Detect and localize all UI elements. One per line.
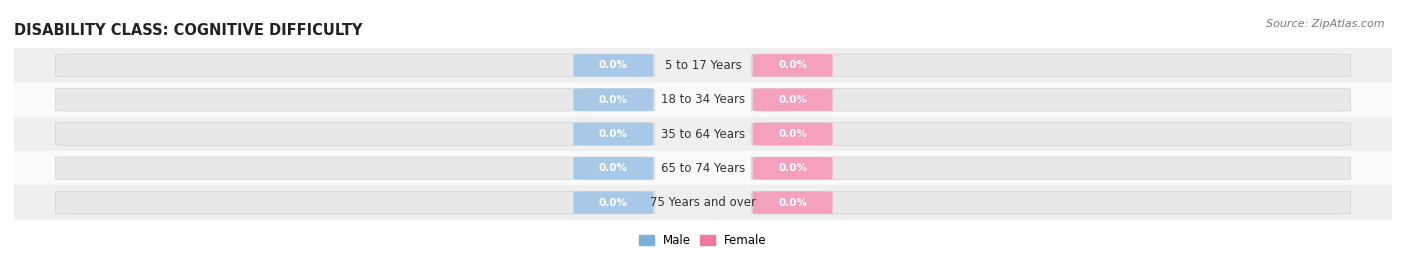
FancyBboxPatch shape [55, 123, 655, 145]
Bar [14, 48, 1392, 83]
Text: 65 to 74 Years: 65 to 74 Years [661, 162, 745, 175]
FancyBboxPatch shape [574, 88, 654, 111]
Text: 18 to 34 Years: 18 to 34 Years [661, 93, 745, 106]
Bar [14, 185, 1392, 220]
FancyBboxPatch shape [574, 123, 654, 145]
Text: 0.0%: 0.0% [778, 163, 807, 173]
FancyBboxPatch shape [751, 88, 1351, 111]
Text: 0.0%: 0.0% [778, 95, 807, 105]
Text: 0.0%: 0.0% [778, 60, 807, 70]
FancyBboxPatch shape [574, 157, 654, 180]
Bar [14, 83, 1392, 117]
FancyBboxPatch shape [751, 123, 1351, 145]
Text: 75 Years and over: 75 Years and over [650, 196, 756, 209]
FancyBboxPatch shape [752, 157, 832, 180]
FancyBboxPatch shape [574, 191, 654, 214]
Bar [14, 151, 1392, 185]
FancyBboxPatch shape [752, 54, 832, 77]
FancyBboxPatch shape [752, 191, 832, 214]
Text: 0.0%: 0.0% [599, 163, 628, 173]
Text: 0.0%: 0.0% [599, 198, 628, 208]
FancyBboxPatch shape [751, 54, 1351, 77]
FancyBboxPatch shape [55, 54, 655, 77]
Text: DISABILITY CLASS: COGNITIVE DIFFICULTY: DISABILITY CLASS: COGNITIVE DIFFICULTY [14, 23, 363, 38]
Text: 5 to 17 Years: 5 to 17 Years [665, 59, 741, 72]
FancyBboxPatch shape [55, 191, 655, 214]
Text: 35 to 64 Years: 35 to 64 Years [661, 128, 745, 140]
Bar [14, 117, 1392, 151]
Text: 0.0%: 0.0% [599, 60, 628, 70]
FancyBboxPatch shape [751, 191, 1351, 214]
FancyBboxPatch shape [752, 123, 832, 145]
FancyBboxPatch shape [574, 54, 654, 77]
Text: 0.0%: 0.0% [778, 198, 807, 208]
Text: 0.0%: 0.0% [599, 95, 628, 105]
FancyBboxPatch shape [55, 157, 655, 180]
Text: 0.0%: 0.0% [599, 129, 628, 139]
Text: Source: ZipAtlas.com: Source: ZipAtlas.com [1267, 19, 1385, 29]
FancyBboxPatch shape [751, 157, 1351, 180]
FancyBboxPatch shape [55, 88, 655, 111]
FancyBboxPatch shape [752, 88, 832, 111]
Text: 0.0%: 0.0% [778, 129, 807, 139]
Legend: Male, Female: Male, Female [634, 229, 772, 252]
